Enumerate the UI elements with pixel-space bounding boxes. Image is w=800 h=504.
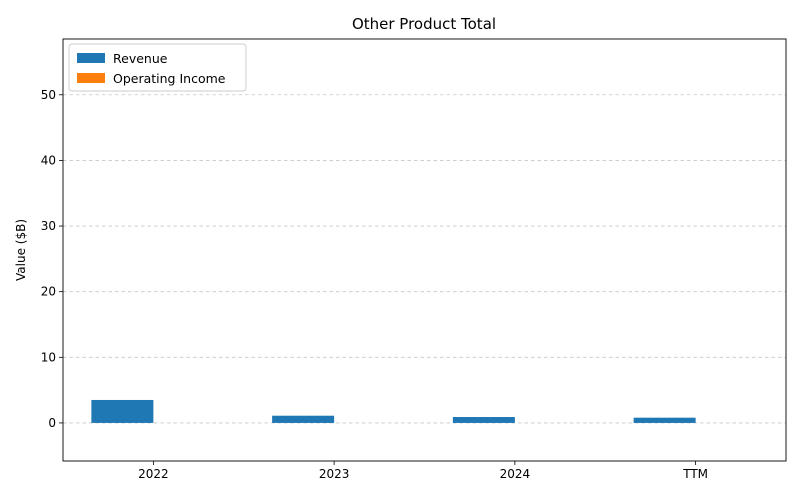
y-tick-label: 20: [41, 285, 56, 299]
axes: 0 10 20 30 40 50 2022 2023 2024 TTM: [41, 38, 787, 481]
legend-swatch: [77, 53, 105, 63]
y-tick-label: 10: [41, 350, 56, 364]
bars: [91, 399, 696, 423]
gridlines: [63, 94, 786, 424]
y-tick-label: 0: [48, 416, 56, 430]
bar-revenue: [91, 399, 154, 423]
legend-box: [68, 43, 247, 92]
y-tick-label: 40: [41, 153, 56, 167]
legend: Revenue Operating Income: [68, 43, 247, 92]
x-tick-label: 2024: [500, 467, 531, 481]
plot-frame: [62, 38, 787, 462]
legend-label: Revenue: [113, 51, 168, 66]
chart-title: Other Product Total: [352, 15, 496, 33]
y-axis-label: Value ($B): [14, 219, 28, 281]
y-tick-label: 50: [41, 88, 56, 102]
x-tick-label: 2022: [138, 467, 169, 481]
x-tick-label: TTM: [682, 467, 708, 481]
bar-revenue: [452, 417, 515, 423]
legend-label: Operating Income: [113, 71, 226, 86]
y-tick-label: 30: [41, 219, 56, 233]
legend-swatch: [77, 73, 105, 83]
bar-revenue: [633, 417, 696, 423]
x-tick-label: 2023: [319, 467, 350, 481]
bar-revenue: [272, 415, 335, 423]
